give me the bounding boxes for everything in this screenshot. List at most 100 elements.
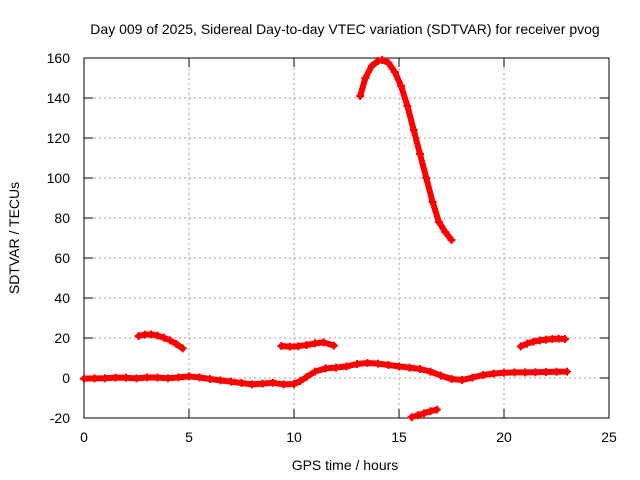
data-point <box>416 365 424 373</box>
data-point <box>531 368 540 377</box>
data-point <box>195 373 204 382</box>
series-line <box>357 57 455 243</box>
chart-title: Day 009 of 2025, Sidereal Day-to-day VTE… <box>90 21 599 37</box>
data-point <box>153 331 162 340</box>
data-point <box>258 379 267 388</box>
data-point <box>521 368 529 377</box>
y-tick-label: 60 <box>54 250 70 266</box>
data-point <box>374 359 382 368</box>
data-point <box>111 373 120 382</box>
x-axis-label: GPS time / hours <box>292 457 399 473</box>
data-point <box>206 375 214 383</box>
x-tick-label: 25 <box>601 429 617 445</box>
data-point <box>311 339 319 348</box>
data-point <box>319 338 328 347</box>
data-point <box>405 363 414 372</box>
data-point <box>185 372 193 381</box>
y-tick-label: -20 <box>50 410 70 426</box>
data-point <box>516 342 525 351</box>
data-point <box>403 102 412 110</box>
data-point <box>290 380 298 388</box>
x-tick-labels: 0 5 10 15 20 25 <box>80 429 617 445</box>
x-tick-label: 10 <box>286 429 302 445</box>
data-point <box>363 359 372 367</box>
data-point <box>500 368 508 377</box>
data-point <box>422 174 431 182</box>
data-point <box>353 360 361 368</box>
series-arc-midday <box>277 338 338 351</box>
data-point <box>468 373 477 382</box>
data-series <box>80 56 571 422</box>
y-tick-label: 40 <box>54 290 70 306</box>
data-point <box>409 126 418 134</box>
data-point <box>434 218 443 226</box>
data-point <box>510 368 519 377</box>
data-point <box>178 344 187 353</box>
grid-lines <box>84 58 609 418</box>
axis-ticks <box>83 57 610 419</box>
data-point <box>143 373 151 382</box>
data-point <box>294 342 303 351</box>
data-point <box>237 379 246 387</box>
data-point <box>311 367 319 376</box>
series-arc-late <box>516 334 569 351</box>
data-point <box>132 374 141 383</box>
y-tick-label: 120 <box>47 130 71 146</box>
data-point <box>134 332 143 340</box>
data-point <box>428 198 437 206</box>
y-tick-labels: -20 0 20 40 60 80 100 120 140 160 <box>47 50 71 426</box>
series-arc-negative <box>407 405 441 422</box>
data-point <box>384 59 393 67</box>
y-tick-label: 80 <box>54 210 70 226</box>
data-point <box>420 409 429 418</box>
data-point <box>384 361 393 369</box>
data-point <box>174 373 183 382</box>
y-tick-label: 140 <box>47 90 71 106</box>
data-point <box>441 228 450 236</box>
data-point <box>153 373 162 382</box>
data-point <box>437 371 445 380</box>
data-point <box>227 377 235 386</box>
data-point <box>395 362 403 371</box>
data-point <box>390 68 399 76</box>
data-point <box>426 407 435 416</box>
data-point <box>122 373 130 382</box>
y-tick-label: 20 <box>54 330 70 346</box>
y-tick-label: 100 <box>47 170 71 186</box>
data-point <box>361 74 370 82</box>
data-point <box>302 341 311 349</box>
data-point <box>397 82 406 90</box>
data-point <box>90 374 99 383</box>
data-point <box>563 367 571 376</box>
data-point <box>413 411 422 420</box>
data-point <box>367 62 376 70</box>
data-point <box>378 56 387 64</box>
data-point <box>269 378 277 387</box>
data-point <box>277 342 286 350</box>
series-arc-early <box>134 330 187 353</box>
x-tick-label: 20 <box>496 429 512 445</box>
y-tick-label: 0 <box>62 370 70 386</box>
data-point <box>248 380 256 389</box>
data-point <box>479 371 487 379</box>
series-main <box>80 359 571 389</box>
data-point <box>489 369 498 378</box>
data-point <box>560 335 569 343</box>
data-point <box>302 373 311 381</box>
data-point <box>426 367 435 376</box>
data-point <box>166 336 175 345</box>
data-point <box>542 368 550 376</box>
data-point <box>447 236 456 244</box>
data-point <box>172 340 181 348</box>
x-tick-label: 0 <box>80 429 88 445</box>
data-point <box>80 374 88 383</box>
data-point <box>285 342 294 351</box>
data-point <box>356 92 365 100</box>
data-point <box>523 339 532 348</box>
data-point <box>216 376 225 385</box>
data-point <box>458 376 466 384</box>
data-point <box>342 362 351 371</box>
data-point <box>321 364 330 373</box>
data-point <box>329 341 338 350</box>
